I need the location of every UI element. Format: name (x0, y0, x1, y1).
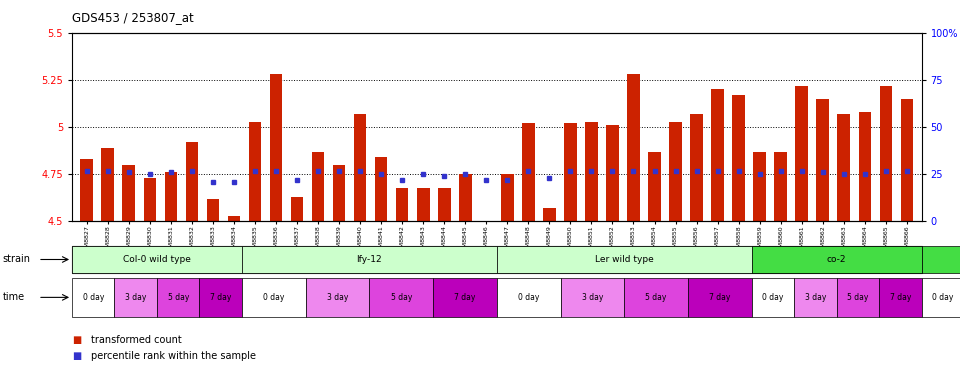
Bar (561, 278, 624, 317)
Text: co-2: co-2 (827, 255, 847, 264)
Bar (81, 159, 93, 221)
Bar (312, 152, 324, 221)
Bar (433, 278, 497, 317)
Bar (242, 278, 305, 317)
Bar (102, 148, 114, 221)
Bar (228, 216, 240, 221)
Bar (586, 122, 598, 221)
Bar (606, 125, 619, 221)
Text: 5 day: 5 day (645, 293, 667, 302)
Bar (522, 123, 535, 221)
Text: 3 day: 3 day (125, 293, 147, 302)
Bar (669, 122, 682, 221)
Bar (206, 199, 219, 221)
Text: 3 day: 3 day (326, 293, 348, 302)
Text: 0 day: 0 day (518, 293, 540, 302)
Bar (837, 114, 851, 221)
Bar (543, 208, 556, 221)
Bar (305, 278, 370, 317)
Text: time: time (3, 292, 25, 302)
Bar (752, 278, 794, 317)
Bar (497, 246, 752, 273)
Text: transformed count: transformed count (91, 335, 182, 345)
Text: lfy-12: lfy-12 (356, 255, 382, 264)
Text: 3 day: 3 day (804, 293, 827, 302)
Bar (922, 278, 960, 317)
Bar (72, 246, 922, 273)
Text: 7 day: 7 day (454, 293, 475, 302)
Bar (922, 246, 960, 273)
Text: Ler wild type: Ler wild type (595, 255, 654, 264)
Bar (648, 152, 660, 221)
Bar (417, 187, 429, 221)
Bar (501, 174, 514, 221)
Bar (242, 246, 497, 273)
Text: 0 day: 0 day (762, 293, 783, 302)
Bar (200, 278, 242, 317)
Bar (123, 165, 135, 221)
Bar (858, 112, 871, 221)
Bar (354, 114, 367, 221)
Text: strain: strain (3, 254, 31, 265)
Bar (754, 152, 766, 221)
Text: 0 day: 0 day (263, 293, 284, 302)
Bar (459, 174, 471, 221)
Bar (900, 99, 913, 221)
Text: percentile rank within the sample: percentile rank within the sample (91, 351, 256, 361)
Bar (270, 74, 282, 221)
Text: ■: ■ (72, 351, 82, 361)
Text: 0 day: 0 day (83, 293, 104, 302)
Bar (333, 165, 346, 221)
Bar (143, 178, 156, 221)
Bar (185, 142, 198, 221)
Text: 5 day: 5 day (391, 293, 412, 302)
Bar (624, 278, 688, 317)
Bar (879, 278, 922, 317)
Bar (775, 152, 787, 221)
Bar (627, 74, 639, 221)
Bar (370, 278, 433, 317)
Text: Col-0 wild type: Col-0 wild type (123, 255, 191, 264)
Bar (752, 246, 922, 273)
Text: 5 day: 5 day (167, 293, 189, 302)
Bar (249, 122, 261, 221)
Text: 7 day: 7 day (890, 293, 911, 302)
Bar (796, 86, 808, 221)
Bar (72, 246, 242, 273)
Bar (836, 278, 879, 317)
Bar (711, 89, 724, 221)
Text: 7 day: 7 day (709, 293, 731, 302)
Bar (879, 86, 892, 221)
Text: 7 day: 7 day (210, 293, 231, 302)
Text: 5 day: 5 day (847, 293, 869, 302)
Bar (497, 278, 561, 317)
Bar (438, 187, 450, 221)
Bar (396, 187, 408, 221)
Bar (732, 95, 745, 221)
Text: ■: ■ (72, 335, 82, 345)
Bar (374, 157, 388, 221)
Bar (114, 278, 156, 317)
Bar (156, 278, 200, 317)
Bar (690, 114, 703, 221)
Bar (72, 278, 114, 317)
Bar (291, 197, 303, 221)
Text: GDS453 / 253807_at: GDS453 / 253807_at (72, 11, 194, 24)
Bar (794, 278, 836, 317)
Bar (816, 99, 829, 221)
Text: 3 day: 3 day (582, 293, 603, 302)
Text: 0 day: 0 day (932, 293, 953, 302)
Bar (164, 172, 178, 221)
Bar (564, 123, 577, 221)
Bar (688, 278, 752, 317)
